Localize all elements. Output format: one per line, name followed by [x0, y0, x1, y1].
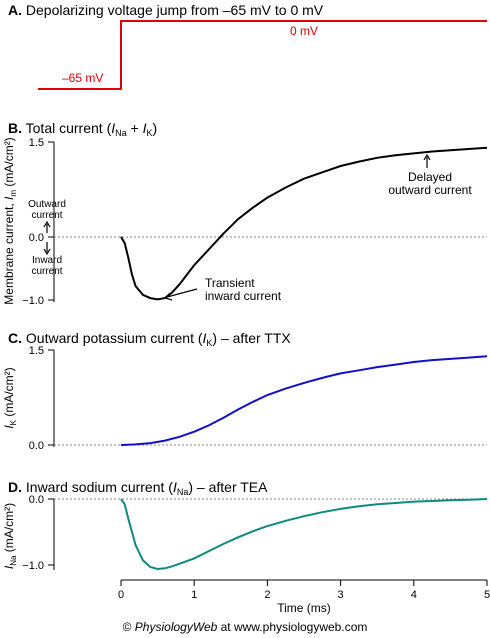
footer-url: at www.physiologyweb.com	[217, 620, 368, 634]
panel-b-ytick-label: 1.5	[29, 137, 44, 149]
panel-c-ytick-label: 1.5	[29, 345, 44, 357]
outward-arrow	[43, 220, 51, 233]
time-tick-label: 3	[338, 589, 344, 601]
transient-label: Transient inward current	[205, 276, 282, 303]
total-current-trace	[120, 146, 488, 301]
time-tick-label: 5	[484, 589, 490, 601]
panel-d-ytick-label: −1.0	[22, 560, 44, 572]
panel-d: D. Inward sodium current (INa) – after T…	[2, 479, 490, 615]
time-tick-label: 1	[191, 589, 197, 601]
time-tick-label: 4	[411, 589, 417, 601]
panel-c-title: C. Outward potassium current (IK) – afte…	[8, 330, 291, 348]
sodium-current-trace	[120, 498, 488, 571]
panel-b-title: B. Total current (INa + IK)	[8, 120, 157, 138]
potassium-current-trace	[120, 355, 488, 446]
transient-arrow	[163, 288, 198, 301]
footer-credit: © PhysiologyWeb at www.physiologyweb.com	[0, 620, 490, 634]
panel-c: C. Outward potassium current (IK) – afte…	[2, 330, 488, 452]
panel-b: B. Total current (INa + IK) 1.5 0.0 −1.0…	[2, 120, 488, 307]
delayed-label: Delayed outward current	[388, 170, 472, 197]
time-tick-label: 0	[118, 589, 124, 601]
panel-d-y-axis-label: INa (mA/cm²)	[2, 503, 18, 569]
outward-current-label: Outward current	[28, 199, 66, 221]
voltage-low-label: –65 mV	[62, 71, 103, 85]
time-tick-label: 2	[264, 589, 270, 601]
footer-brand: PhysiologyWeb	[134, 620, 218, 634]
voltage-step-trace	[38, 20, 487, 90]
panel-b-ytick-label: 0.0	[29, 232, 44, 244]
time-axis-ticks: 0 1 2 3 4 5	[118, 580, 490, 601]
panel-c-ytick-label: 0.0	[29, 440, 44, 452]
panel-d-ytick-label: 0.0	[29, 494, 44, 506]
panel-b-y-axis-label: Membrane current, Im (mA/cm²)	[2, 137, 18, 304]
panel-b-ytick-label: −1.0	[22, 295, 44, 307]
panel-a: A. Depolarizing voltage jump from –65 mV…	[8, 2, 487, 90]
panel-c-y-axis-label: IK (mA/cm²)	[2, 367, 18, 428]
panel-a-title: A. Depolarizing voltage jump from –65 mV…	[8, 2, 324, 18]
voltage-high-label: 0 mV	[290, 24, 318, 38]
inward-arrow	[43, 242, 51, 256]
inward-current-label: Inward current	[31, 255, 62, 277]
panel-d-title: D. Inward sodium current (INa) – after T…	[8, 479, 268, 497]
delayed-arrow	[423, 153, 431, 168]
copyright-symbol: ©	[122, 620, 135, 634]
time-axis-label: Time (ms)	[277, 601, 331, 615]
